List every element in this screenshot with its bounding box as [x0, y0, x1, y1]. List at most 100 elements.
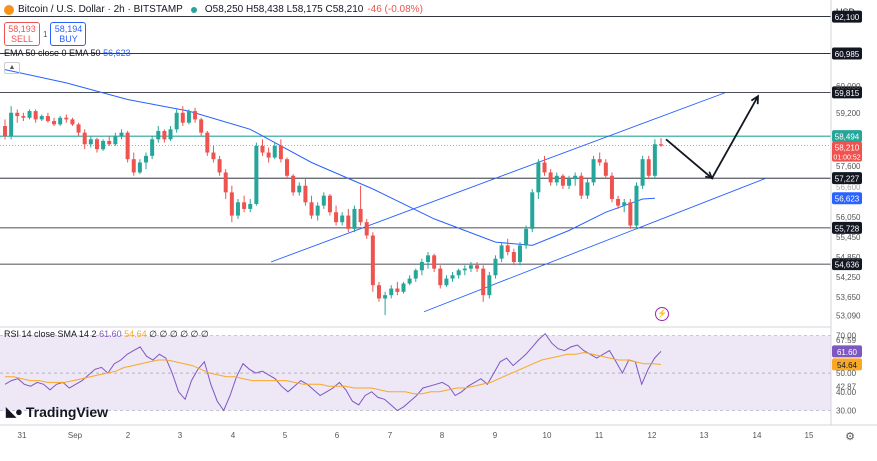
ema-legend[interactable]: EMA 50 close 0 EMA 50 56,623	[4, 48, 131, 58]
candle-body	[487, 275, 492, 296]
candle-body	[64, 117, 69, 120]
candle-body	[315, 205, 320, 216]
candle-body	[401, 283, 406, 292]
candle-body	[137, 162, 142, 173]
projection-line	[665, 95, 759, 180]
candle-body	[254, 145, 259, 204]
ema-50-line	[4, 69, 655, 246]
candle-body	[407, 278, 412, 284]
candle-body	[346, 215, 351, 229]
candle-body	[150, 139, 155, 156]
currency-label[interactable]: USD	[835, 7, 855, 17]
candle-body	[511, 252, 516, 262]
trade-buttons: 58,193 SELL 1 58,194 BUY	[4, 22, 87, 46]
time-tick-label: 12	[648, 431, 657, 440]
time-tick-label: 4	[231, 431, 236, 440]
candle-body	[481, 268, 486, 296]
candle-body	[426, 255, 431, 262]
candle-body	[383, 295, 388, 299]
collapse-icon[interactable]: ▲	[4, 62, 20, 74]
candle-body	[505, 245, 510, 253]
level-label: 58,494	[835, 133, 860, 142]
candle-body	[370, 235, 375, 286]
rsi-sma-tag-label: 54.64	[837, 361, 858, 370]
candle-body	[395, 288, 400, 292]
price-tick-label: 53,090	[836, 311, 861, 320]
channel-line	[270, 91, 727, 263]
time-tick-label: 3	[178, 431, 183, 440]
candle-body	[15, 112, 20, 117]
rsi-legend[interactable]: RSI 14 close SMA 14 2 61.60 54.64 ∅ ∅ ∅ …	[4, 329, 209, 340]
candle-body	[419, 261, 424, 271]
time-tick-label: Sep	[68, 431, 83, 440]
candle-body	[389, 288, 394, 296]
buy-button[interactable]: 58,194 BUY	[50, 22, 87, 46]
candle-body	[462, 268, 467, 271]
ohlc-values: O58,250 H58,438 L58,175 C58,210	[204, 4, 364, 15]
candle-body	[352, 208, 357, 229]
candle-body	[640, 159, 645, 186]
level-label: 59,815	[835, 89, 860, 98]
flash-icon[interactable]: ⚡	[655, 307, 669, 321]
market-open-icon	[190, 6, 197, 13]
gear-icon[interactable]: ⚙	[845, 431, 855, 443]
candle-body	[217, 159, 222, 173]
candle-body	[3, 126, 7, 136]
rsi-tick-label: 67.59	[836, 336, 857, 345]
time-tick-label: 8	[440, 431, 445, 440]
time-tick-label: 5	[283, 431, 288, 440]
candle-body	[609, 175, 614, 199]
candle-body	[45, 116, 50, 122]
ema-label: EMA 50 close 0 EMA 50	[4, 48, 101, 58]
candle-body	[272, 145, 277, 158]
candle-body	[567, 179, 572, 186]
trend-channel	[270, 91, 767, 313]
symbol-title[interactable]: Bitcoin / U.S. Dollar · 2h · BITSTAMP	[18, 4, 183, 15]
price-axis: 62,100 60,985 59,815 58,494 57,227 55,728 54,6…	[830, 0, 862, 425]
spread-value: 1	[43, 29, 48, 39]
candle-body	[144, 155, 149, 163]
candle-body	[235, 202, 240, 216]
candle-body	[340, 215, 345, 223]
candle-body	[180, 112, 185, 123]
rsi-lines	[4, 332, 662, 412]
candle-body	[168, 129, 173, 140]
candle-body	[450, 275, 455, 279]
sell-button[interactable]: 58,193 SELL	[4, 22, 40, 46]
candles	[3, 106, 663, 316]
candle-body	[125, 132, 130, 160]
channel-line	[423, 177, 767, 313]
sell-price: 58,193	[8, 24, 36, 34]
candle-body	[444, 278, 449, 286]
level-tag	[832, 258, 862, 271]
buy-price: 58,194	[54, 24, 83, 34]
candle-body	[266, 152, 271, 158]
candle-body	[156, 130, 161, 140]
time-axis: 31 Sep 2 3 4 5 6 7 8 9 10 11 12 13 14 15	[0, 424, 877, 440]
candle-body	[364, 222, 369, 236]
candle-body	[560, 175, 565, 186]
candle-body	[517, 245, 522, 262]
price-tick-label: 54,250	[836, 273, 861, 282]
candle-body	[554, 175, 559, 183]
chart-header: Bitcoin / U.S. Dollar · 2h · BITSTAMP O5…	[4, 4, 423, 15]
candle-body	[542, 162, 547, 173]
ema-tag	[832, 192, 862, 205]
rsi-value: 61.60	[99, 329, 122, 339]
bitcoin-icon	[4, 4, 14, 15]
candle-body	[52, 121, 57, 125]
candle-body	[119, 132, 124, 136]
candle-body	[260, 145, 265, 153]
time-tick-label: 15	[805, 431, 814, 440]
candle-body	[101, 140, 106, 150]
time-tick-label: 6	[335, 431, 340, 440]
candle-body	[530, 192, 535, 229]
time-tick-label: 11	[595, 431, 604, 440]
level-label: 60,985	[835, 50, 860, 59]
price-change: -46 (-0.08%)	[367, 4, 423, 15]
candle-body	[33, 111, 38, 120]
rsi-sma-line	[5, 351, 662, 395]
candle-body	[88, 139, 93, 145]
rsi-tick-label: 70.00	[836, 332, 857, 341]
level-tag	[832, 47, 862, 60]
